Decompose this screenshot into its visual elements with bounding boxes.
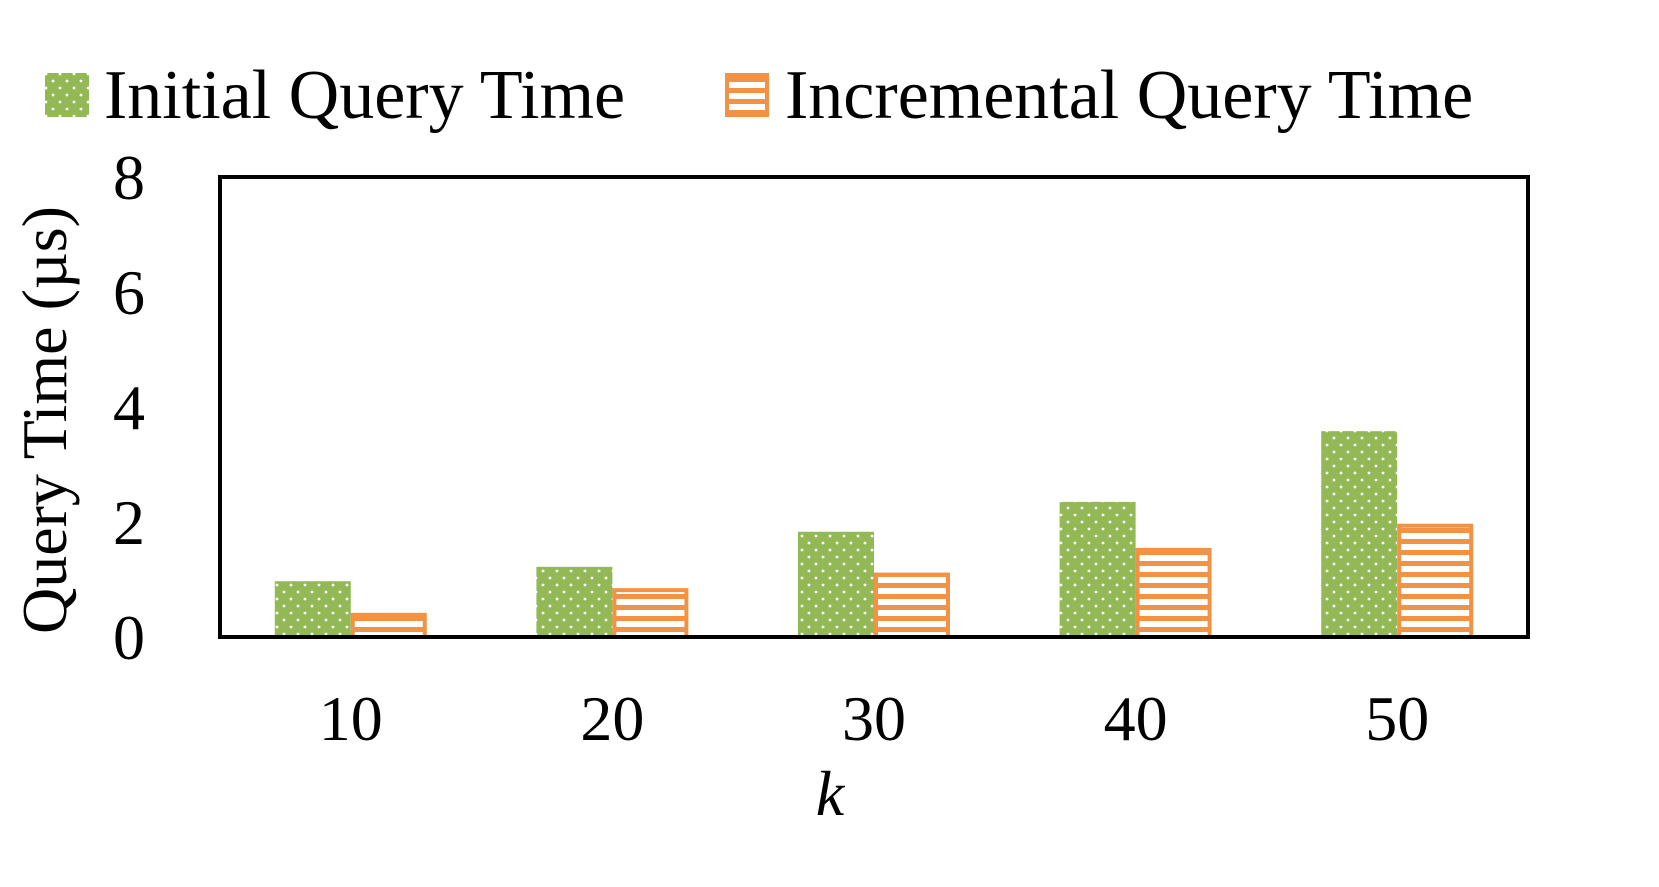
y-tick-label: 4 xyxy=(113,372,145,443)
bar-incremental xyxy=(874,572,950,639)
x-tick-label: 50 xyxy=(1365,683,1429,754)
x-tick-label: 20 xyxy=(580,683,644,754)
legend: Initial Query Time Incremental Query Tim… xyxy=(45,57,1473,134)
bar-incremental xyxy=(350,612,427,639)
x-tick-label: 10 xyxy=(319,683,383,754)
bar-initial xyxy=(1321,431,1398,637)
y-axis-label: Query Time (µs) xyxy=(9,206,80,634)
x-tick-label: 40 xyxy=(1104,683,1168,754)
plot-frame xyxy=(218,175,1530,639)
y-tick-label: 2 xyxy=(113,487,145,558)
bar-initial xyxy=(798,531,874,637)
x-axis-label: k xyxy=(816,758,846,829)
bar-initial xyxy=(274,581,351,637)
legend-label-initial: Initial Query Time xyxy=(104,57,625,134)
bars xyxy=(274,431,1474,639)
legend-label-incremental: Incremental Query Time xyxy=(785,57,1473,134)
legend-item-incremental: Incremental Query Time xyxy=(725,57,1473,134)
bar-incremental xyxy=(1397,523,1474,639)
bar-initial xyxy=(1059,501,1136,637)
bar-incremental xyxy=(612,588,689,639)
y-tick-label: 6 xyxy=(113,257,145,328)
bar-initial xyxy=(536,566,613,637)
y-tick-label: 8 xyxy=(113,142,145,213)
bar-incremental xyxy=(1135,547,1212,639)
y-tick-label: 0 xyxy=(113,602,145,673)
legend-item-initial: Initial Query Time xyxy=(45,57,625,134)
legend-swatch-incremental xyxy=(725,73,769,117)
legend-swatch-initial xyxy=(45,73,89,117)
x-tick-labels: 10 20 30 40 50 xyxy=(319,683,1429,754)
y-tick-labels: 0 2 4 6 8 xyxy=(113,142,145,673)
x-tick-label: 30 xyxy=(842,683,906,754)
